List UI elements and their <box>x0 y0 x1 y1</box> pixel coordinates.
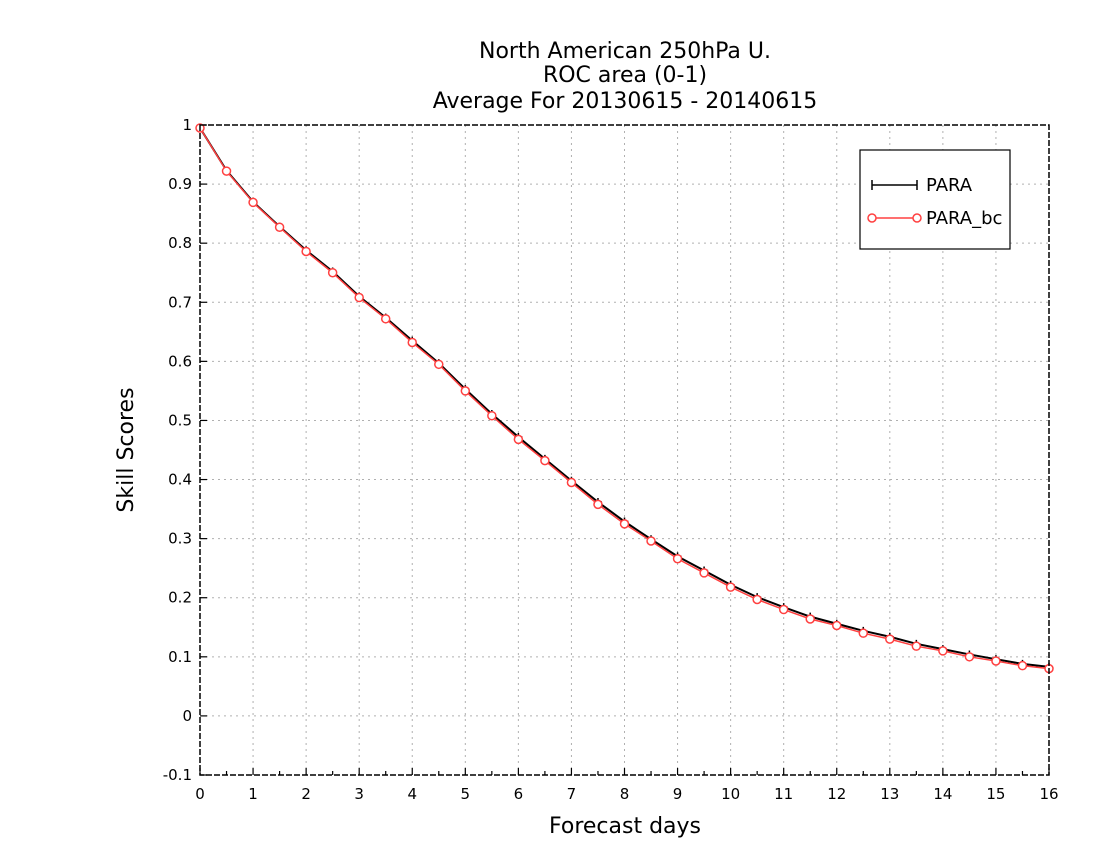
x-tick-label: 5 <box>461 785 471 803</box>
x-axis-title: Forecast days <box>549 814 701 839</box>
legend-marker-para-bc <box>912 213 922 223</box>
y-tick-label: 0.8 <box>168 234 192 252</box>
data-point-para-bc <box>752 594 762 605</box>
y-tick-label: 0.5 <box>168 411 192 429</box>
data-point-para-bc <box>248 197 258 208</box>
data-point-para-bc <box>460 386 471 396</box>
data-point-para-bc <box>221 166 232 176</box>
y-tick-label: 0.9 <box>168 175 192 193</box>
y-tick-label: 0.6 <box>168 352 192 370</box>
legend-marker-para-bc <box>867 213 877 223</box>
data-point-para-bc <box>672 553 683 564</box>
data-point-para-bc <box>911 641 922 651</box>
y-tick-label: -0.1 <box>163 766 192 784</box>
data-point-para-bc <box>540 455 550 466</box>
x-tick-label: 2 <box>301 785 311 803</box>
data-point-para-bc <box>407 337 417 348</box>
data-point-para-bc <box>327 267 338 278</box>
series-group <box>195 123 1054 674</box>
y-tick-label: 0.7 <box>168 293 192 311</box>
y-tick-label: 0.4 <box>168 471 192 489</box>
data-point-para-bc <box>593 499 603 510</box>
x-tick-label: 6 <box>514 785 524 803</box>
y-axis-title: Skill Scores <box>114 387 139 512</box>
data-point-para-bc <box>991 656 1001 666</box>
data-point-para-bc <box>434 359 444 370</box>
y-tick-label: 0 <box>182 707 192 725</box>
y-tick-label: 0.3 <box>168 530 192 548</box>
data-point-para-bc <box>646 536 656 546</box>
data-point-para-bc <box>354 292 364 303</box>
data-point-para-bc <box>301 246 311 257</box>
x-tick-label: 13 <box>880 785 899 803</box>
chart-title-line-3: Average For 20130615 - 20140615 <box>433 89 818 114</box>
data-point-para-bc <box>725 582 736 592</box>
x-tick-label: 0 <box>195 785 205 803</box>
x-tick-label: 11 <box>774 785 793 803</box>
y-tick-label: 0.2 <box>168 589 192 607</box>
data-point-para-bc <box>832 620 842 631</box>
chart-title-line-2: ROC area (0-1) <box>543 63 707 88</box>
x-tick-label: 3 <box>354 785 364 803</box>
plot-frame <box>199 124 1050 776</box>
y-tick-label: 0.1 <box>168 648 192 666</box>
data-point-para-bc <box>699 568 709 578</box>
data-point-para-bc <box>938 646 948 656</box>
x-tick-label: 9 <box>673 785 683 803</box>
legend-label-para-bc: PARA_bc <box>926 208 1002 229</box>
x-tick-label: 4 <box>407 785 417 803</box>
legend-label-para: PARA <box>926 175 973 196</box>
data-point-para-bc <box>619 519 630 529</box>
x-tick-label: 10 <box>721 785 740 803</box>
data-point-para-bc <box>1017 660 1028 671</box>
x-tick-label: 15 <box>986 785 1005 803</box>
chart-title-line-1: North American 250hPa U. <box>479 39 771 64</box>
grid <box>200 125 1049 775</box>
x-tick-label: 12 <box>827 785 846 803</box>
legend-box <box>859 149 1011 250</box>
legend: PARA PARA_bc <box>859 149 1011 250</box>
y-tick-label: 1 <box>182 116 192 134</box>
data-point-para-bc <box>487 410 497 421</box>
axis-ticks: 0 1 2 3 4 5 6 7 8 9 10 11 12 13 14 15 16-0.100.10.20.30.… <box>163 116 1059 803</box>
data-point-para-bc <box>274 222 285 232</box>
data-point-para-bc <box>805 614 815 624</box>
data-point-para-bc <box>513 434 524 445</box>
data-point-para-bc <box>858 628 869 638</box>
data-point-para-bc <box>885 634 895 644</box>
x-tick-label: 7 <box>567 785 577 803</box>
data-point-para-bc <box>964 652 975 662</box>
data-point-para-bc <box>566 477 577 488</box>
data-point-para-bc <box>380 314 391 324</box>
x-tick-label: 8 <box>620 785 630 803</box>
x-tick-label: 1 <box>248 785 258 803</box>
data-point-para-bc <box>778 604 789 615</box>
x-tick-label: 16 <box>1039 785 1058 803</box>
x-tick-label: 14 <box>933 785 952 803</box>
